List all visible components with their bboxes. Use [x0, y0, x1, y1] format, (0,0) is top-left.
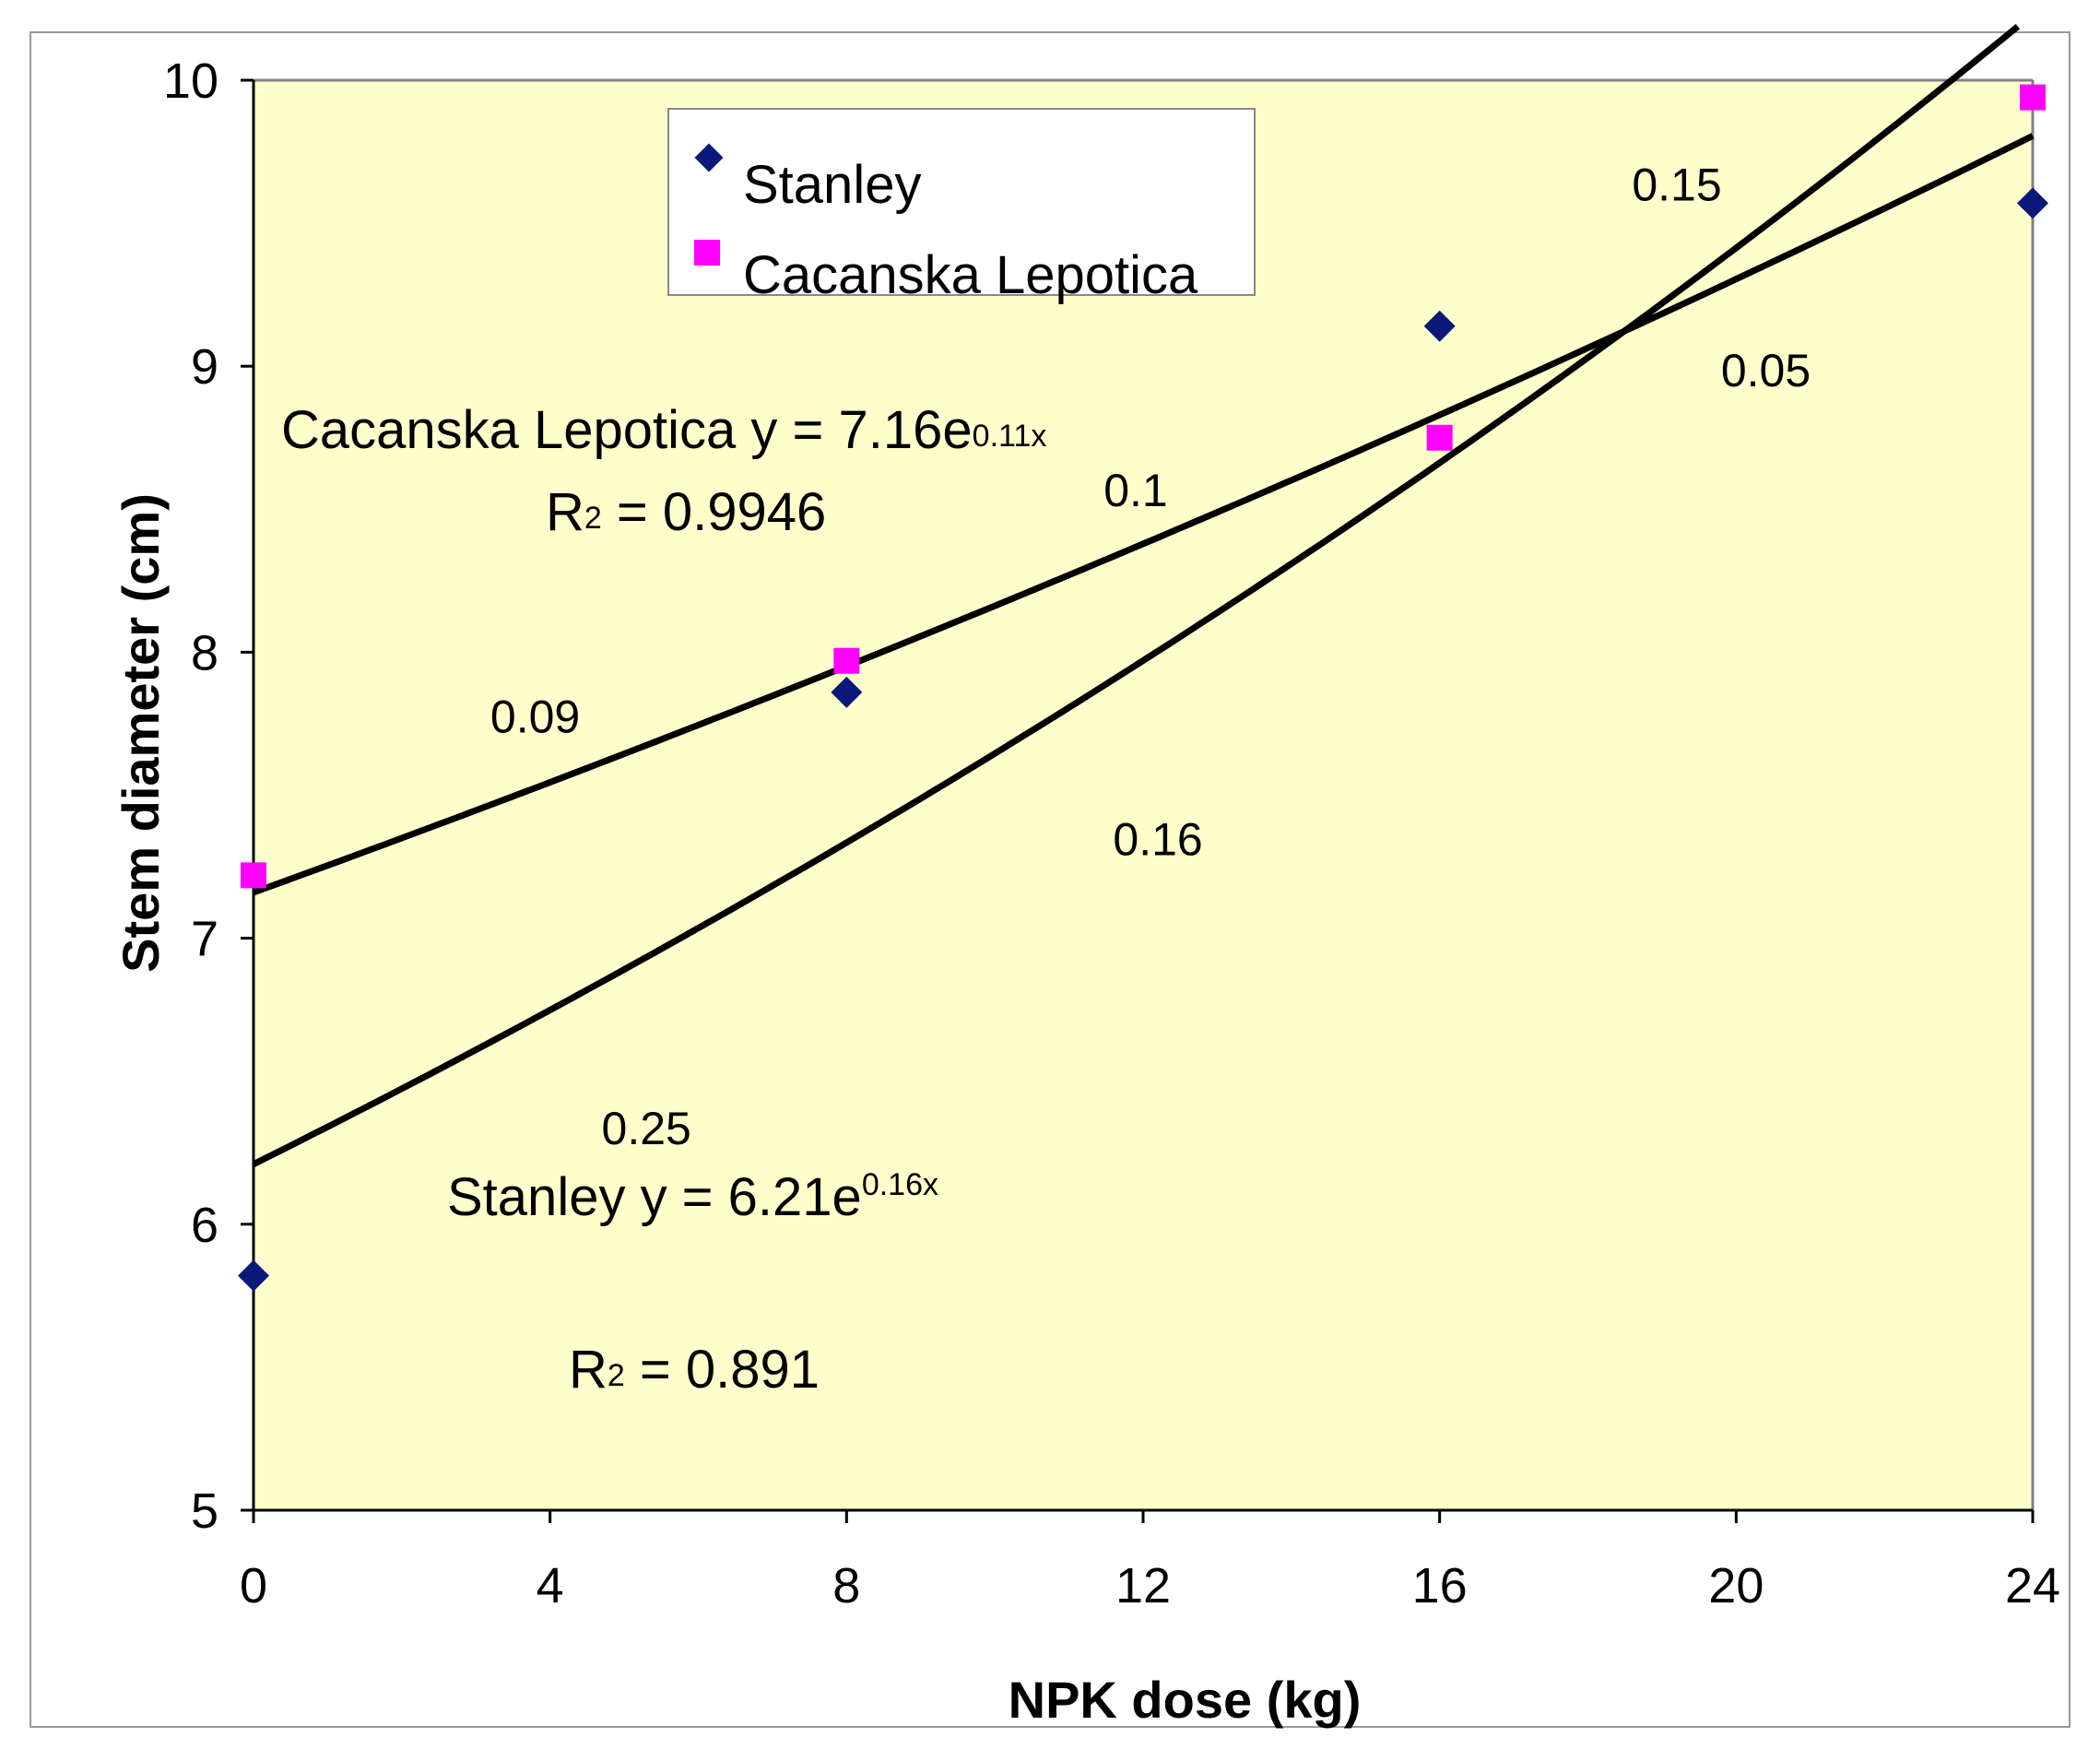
legend-label-stanley: Stanley: [743, 155, 921, 215]
equation-cacanska-exponent: 0.11x: [973, 419, 1047, 454]
r2-stanley: R2 = 0.891: [569, 1340, 820, 1400]
data-point-cacanska-lepotica: [1426, 424, 1453, 451]
data-point-stanley: [1423, 310, 1456, 342]
equation-stanley-exponent: 0.16x: [862, 1167, 938, 1202]
r2-cacanska: R2 = 0.9946: [546, 482, 826, 542]
legend-marker-cacanska: [694, 240, 720, 266]
r2-stanley-value: = 0.891: [625, 1340, 820, 1400]
r2-stanley-sup: 2: [608, 1358, 625, 1393]
equation-stanley: Stanley y = 6.21e0.16x: [447, 1167, 938, 1227]
chart-frame: [29, 31, 2071, 1728]
annotation-label: 0.25: [602, 1103, 691, 1154]
annotation-label: 0.16: [1113, 814, 1202, 866]
data-point-cacanska-lepotica: [833, 647, 860, 674]
r2-cacanska-value: = 0.9946: [602, 482, 827, 542]
equation-cacanska: Cacanska Lepotica y = 7.16e0.11x: [281, 400, 1046, 460]
x-tick-label: 20: [1708, 1558, 1764, 1613]
r2-cacanska-sup: 2: [584, 501, 602, 536]
y-tick-label: 9: [191, 339, 218, 395]
y-tick-label: 7: [191, 912, 218, 967]
data-point-stanley: [2017, 187, 2048, 219]
y-tick-label: 10: [163, 53, 218, 109]
y-tick-label: 8: [191, 625, 218, 680]
legend-label-cacanska: Cacanska Lepotica: [743, 245, 1198, 305]
x-tick-label: 0: [240, 1558, 267, 1613]
y-tick-label: 5: [191, 1483, 218, 1539]
x-tick-label: 4: [537, 1558, 564, 1613]
data-point-stanley: [831, 676, 863, 708]
r2-stanley-r: R: [569, 1340, 608, 1400]
trendline-stanley: [252, 23, 2021, 1167]
r2-cacanska-r: R: [546, 482, 584, 542]
trendline-cacanska-lepotica: [252, 133, 2035, 896]
x-tick-label: 24: [2005, 1558, 2060, 1613]
data-point-cacanska-lepotica: [2020, 84, 2046, 111]
equation-stanley-text: Stanley y = 6.21e: [447, 1167, 862, 1227]
legend-box: [667, 108, 1256, 296]
data-point-cacanska-lepotica: [241, 862, 266, 889]
x-axis-title: NPK dose (kg): [1009, 1671, 1362, 1729]
y-axis-title: Stem diameter (cm): [112, 493, 170, 973]
y-tick-label: 6: [191, 1198, 218, 1253]
annotation-label: 0.15: [1632, 159, 1721, 210]
x-tick-label: 16: [1412, 1558, 1468, 1613]
annotation-label: 0.09: [490, 691, 580, 742]
legend: Stanley Cacanska Lepotica: [667, 108, 1256, 305]
equation-cacanska-text: Cacanska Lepotica y = 7.16e: [281, 400, 973, 460]
annotation-label: 0.1: [1103, 465, 1168, 516]
data-point-stanley: [238, 1259, 269, 1292]
x-tick-label: 8: [832, 1558, 860, 1613]
plot-area: [254, 80, 2033, 1510]
x-tick-label: 12: [1115, 1558, 1171, 1613]
annotation-label: 0.05: [1721, 345, 1811, 396]
